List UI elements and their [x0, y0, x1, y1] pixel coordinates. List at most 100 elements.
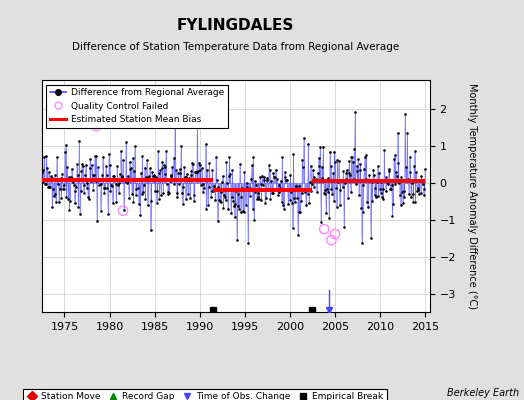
- Point: [210, 186, 219, 192]
- Point: [287, 189, 296, 195]
- Point: [413, 187, 421, 194]
- Point: [341, 176, 350, 182]
- Point: [73, 172, 82, 178]
- Point: [374, 162, 382, 169]
- Point: [417, 190, 425, 196]
- Point: [125, 195, 133, 202]
- Point: [233, 237, 241, 243]
- Point: [405, 191, 413, 197]
- Point: [271, 166, 280, 173]
- Point: [110, 173, 118, 179]
- Point: [322, 210, 331, 216]
- Point: [114, 182, 122, 189]
- Point: [331, 159, 340, 166]
- Point: [314, 170, 322, 176]
- Point: [206, 176, 214, 182]
- Point: [314, 155, 323, 161]
- Point: [97, 180, 106, 187]
- Point: [113, 163, 121, 170]
- Point: [327, 237, 335, 243]
- Point: [149, 172, 157, 179]
- Point: [329, 170, 337, 176]
- Point: [50, 172, 59, 178]
- Point: [147, 197, 156, 204]
- Point: [331, 231, 339, 237]
- Point: [146, 165, 154, 171]
- Point: [307, 163, 315, 169]
- Point: [257, 181, 265, 188]
- Point: [358, 240, 366, 246]
- Point: [216, 199, 225, 205]
- Point: [41, 180, 49, 187]
- Point: [291, 199, 299, 206]
- Point: [321, 190, 329, 197]
- Point: [260, 177, 269, 183]
- Point: [323, 186, 331, 192]
- Point: [196, 167, 204, 173]
- Point: [381, 188, 390, 194]
- Point: [404, 176, 412, 182]
- Point: [158, 165, 166, 171]
- Point: [259, 174, 268, 180]
- Point: [128, 155, 137, 162]
- Point: [274, 191, 282, 198]
- Point: [318, 164, 326, 170]
- Point: [258, 173, 266, 179]
- Point: [362, 152, 370, 158]
- Point: [344, 195, 352, 201]
- Point: [277, 177, 285, 184]
- Point: [392, 168, 400, 175]
- Point: [200, 184, 209, 191]
- Point: [261, 199, 269, 206]
- Point: [230, 203, 238, 209]
- Point: [384, 181, 392, 187]
- Point: [123, 172, 132, 179]
- Point: [143, 157, 151, 163]
- Point: [325, 215, 333, 221]
- Point: [50, 193, 58, 199]
- Point: [156, 167, 165, 173]
- Point: [305, 199, 313, 206]
- Point: [385, 166, 394, 172]
- Point: [272, 186, 280, 193]
- Point: [61, 148, 69, 155]
- Point: [232, 188, 241, 194]
- Point: [164, 191, 172, 197]
- Point: [271, 174, 279, 180]
- Point: [351, 109, 359, 116]
- Point: [238, 208, 247, 214]
- Point: [236, 209, 245, 215]
- Point: [57, 175, 65, 182]
- Point: [199, 189, 207, 195]
- Point: [188, 160, 196, 167]
- Point: [253, 196, 261, 202]
- Point: [82, 184, 91, 191]
- Point: [178, 200, 187, 207]
- Point: [401, 111, 409, 118]
- Point: [245, 186, 253, 192]
- Point: [92, 153, 101, 159]
- Point: [279, 202, 287, 208]
- Point: [421, 166, 429, 172]
- Point: [41, 180, 50, 187]
- Point: [289, 225, 297, 231]
- Point: [69, 179, 78, 185]
- Point: [95, 182, 103, 188]
- Point: [346, 172, 354, 178]
- Point: [220, 205, 228, 212]
- Point: [263, 177, 271, 184]
- Point: [410, 163, 418, 170]
- Point: [408, 180, 416, 187]
- Point: [222, 159, 231, 166]
- Point: [71, 188, 80, 194]
- Point: [366, 178, 374, 184]
- Point: [74, 204, 83, 211]
- Point: [192, 169, 201, 175]
- Point: [181, 174, 189, 180]
- Point: [93, 218, 101, 224]
- Point: [386, 186, 395, 192]
- Point: [118, 173, 126, 179]
- Point: [378, 186, 387, 192]
- Point: [190, 192, 199, 198]
- Point: [60, 186, 69, 193]
